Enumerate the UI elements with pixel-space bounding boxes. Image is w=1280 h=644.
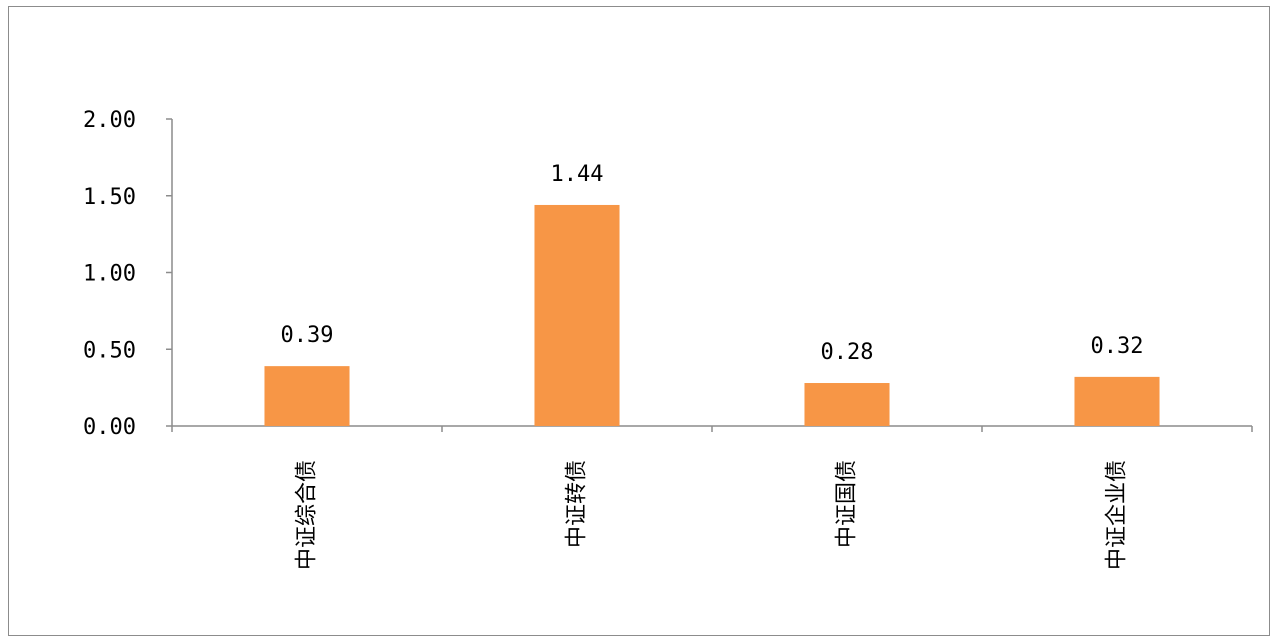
y-tick-label: 0.50: [83, 338, 136, 363]
data-label: 0.32: [1091, 334, 1144, 359]
category-labels: 中证综合债 中证转债 中证国债 中证企业债: [295, 460, 1130, 570]
bar: [1074, 376, 1160, 426]
y-tick-label: 1.00: [83, 262, 136, 287]
category-label: 中证转债: [565, 460, 590, 548]
category-label: 中证综合债: [295, 460, 320, 570]
bars: [264, 204, 1160, 426]
y-axis: 0.00 0.50 1.00 1.50 2.00: [83, 108, 173, 440]
category-label: 中证企业债: [1105, 460, 1130, 570]
y-tick-label: 0.00: [83, 415, 136, 440]
y-tick-label: 2.00: [83, 108, 136, 133]
category-label: 中证国债: [835, 460, 860, 548]
bar: [534, 204, 620, 426]
bar: [264, 366, 350, 426]
data-labels: 0.39 1.44 0.28 0.32: [281, 162, 1144, 365]
data-label: 0.39: [281, 323, 334, 348]
chart-frame: [8, 6, 1270, 636]
y-tick-label: 1.50: [83, 185, 136, 210]
data-label: 1.44: [551, 162, 604, 187]
data-label: 0.28: [821, 340, 874, 365]
x-axis: [171, 425, 1253, 432]
bar: [804, 383, 890, 426]
